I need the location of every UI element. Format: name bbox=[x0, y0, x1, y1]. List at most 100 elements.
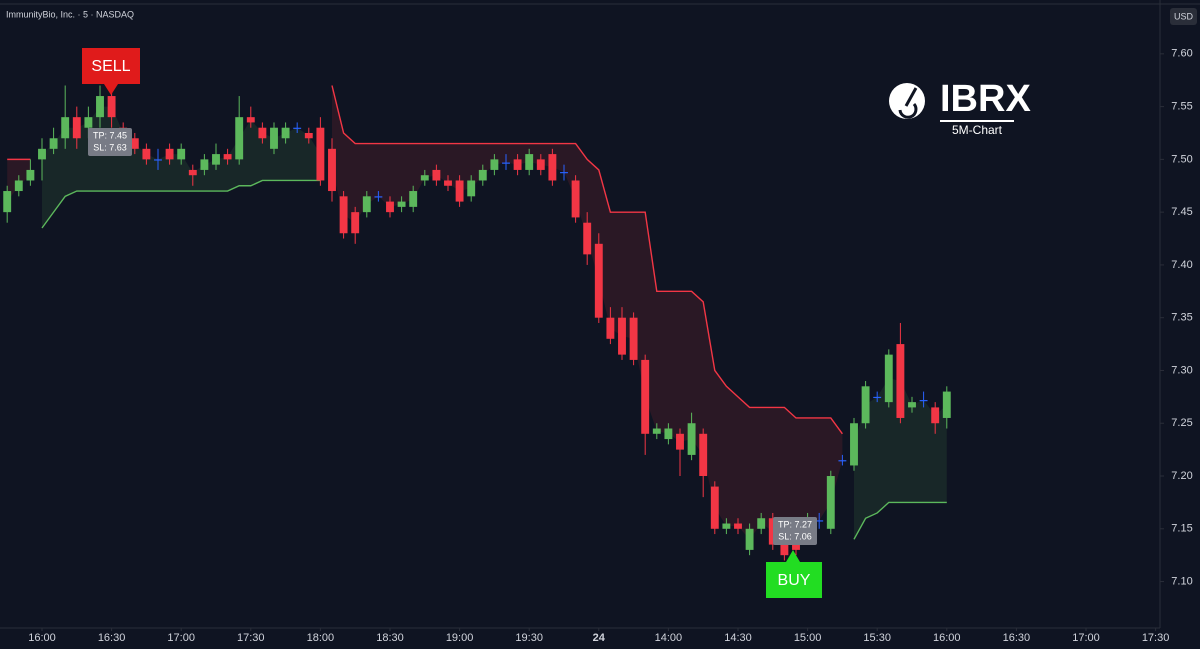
y-tick-label: 7.30 bbox=[1171, 364, 1192, 376]
candle-body bbox=[768, 518, 777, 545]
symbol-title: ImmunityBio, Inc. · 5 · NASDAQ bbox=[6, 9, 134, 19]
candle-body bbox=[513, 159, 522, 170]
candle-body bbox=[154, 159, 162, 161]
candle-body bbox=[896, 344, 905, 418]
candle-body bbox=[467, 180, 476, 197]
candle-body bbox=[455, 180, 464, 202]
candle-body bbox=[409, 191, 418, 207]
candle-body bbox=[223, 154, 232, 160]
x-tick-label: 17:00 bbox=[1072, 632, 1100, 644]
candle-body bbox=[432, 169, 441, 181]
y-tick-label: 7.60 bbox=[1171, 48, 1192, 60]
x-tick-label: 17:00 bbox=[167, 632, 195, 644]
plot-area: 7.10 7.15 7.20 7.25 7.30 7.35 7.40 7.45 7.50 7.55… bbox=[3, 48, 1193, 644]
candle-body bbox=[942, 391, 951, 418]
candle-body bbox=[560, 172, 568, 174]
y-tick-label: 7.45 bbox=[1171, 206, 1192, 218]
y-tick-label: 7.25 bbox=[1171, 417, 1192, 429]
x-tick-label: 18:00 bbox=[307, 632, 335, 644]
candle-body bbox=[339, 196, 348, 234]
buy-label: BUY bbox=[778, 572, 811, 589]
buy-tp-sl-box bbox=[773, 517, 817, 545]
candle-body bbox=[687, 423, 696, 455]
candle-body bbox=[270, 127, 278, 149]
candle-body bbox=[386, 201, 394, 213]
candle-body bbox=[664, 428, 673, 440]
candle-body bbox=[130, 138, 139, 149]
y-tick-label: 7.55 bbox=[1171, 101, 1192, 113]
x-tick-label: 14:30 bbox=[724, 632, 752, 644]
logo-glyph bbox=[898, 87, 918, 119]
candle-body bbox=[919, 400, 928, 402]
trend-fill bbox=[331, 85, 843, 548]
x-tick-label: 14:00 bbox=[655, 632, 683, 644]
candle-body bbox=[548, 154, 557, 181]
candle-body bbox=[281, 127, 290, 139]
candle-body bbox=[629, 317, 638, 360]
candle-body bbox=[246, 117, 255, 123]
sell-box bbox=[82, 48, 140, 84]
y-tick-label: 7.35 bbox=[1171, 312, 1192, 324]
candle-body bbox=[826, 476, 835, 529]
candle-body bbox=[780, 539, 789, 556]
x-tick-label: 16:30 bbox=[1003, 632, 1031, 644]
candle-body bbox=[931, 407, 940, 424]
y-tick-label: 7.20 bbox=[1171, 470, 1192, 482]
logo-subtitle: 5M-Chart bbox=[952, 123, 1003, 137]
x-tick-label: 15:30 bbox=[863, 632, 891, 644]
candle-body bbox=[351, 212, 360, 234]
candle-body bbox=[734, 523, 742, 529]
x-tick-label: 16:30 bbox=[98, 632, 126, 644]
candle-body bbox=[258, 127, 267, 139]
y-tick-label: 7.40 bbox=[1171, 259, 1192, 271]
x-tick-label: 17:30 bbox=[237, 632, 265, 644]
buy-box bbox=[766, 562, 822, 598]
candle-body bbox=[61, 117, 70, 139]
candle-body bbox=[594, 243, 603, 318]
candle-body bbox=[861, 386, 870, 424]
y-tick-label: 7.10 bbox=[1171, 575, 1192, 587]
candle-body bbox=[502, 162, 510, 164]
y-tick-label: 7.15 bbox=[1171, 523, 1192, 535]
candle-body bbox=[96, 96, 104, 118]
candle-body bbox=[757, 518, 766, 529]
candle-body bbox=[188, 169, 197, 176]
candle-body bbox=[316, 127, 325, 181]
candle-body bbox=[235, 117, 244, 160]
x-tick-label: 15:00 bbox=[794, 632, 822, 644]
sell-sl: SL: 7.63 bbox=[93, 142, 127, 152]
y-tick-label: 7.50 bbox=[1171, 153, 1192, 165]
trend-fill bbox=[853, 378, 947, 540]
x-tick-label: 18:30 bbox=[376, 632, 404, 644]
sell-tp-sl-box bbox=[88, 128, 132, 156]
candle-body bbox=[84, 117, 93, 128]
candle-body bbox=[490, 159, 499, 170]
candle-body bbox=[374, 196, 383, 198]
buy-tp: TP: 7.27 bbox=[778, 519, 812, 529]
candle-body bbox=[525, 154, 534, 170]
x-tick-label: 17:30 bbox=[1142, 632, 1170, 644]
candle-body bbox=[606, 317, 615, 339]
candle-body bbox=[397, 201, 406, 207]
x-tick-label: 24 bbox=[593, 632, 606, 644]
trend-fill bbox=[41, 106, 321, 228]
candle-body bbox=[444, 180, 452, 186]
candle-body bbox=[72, 117, 81, 139]
sell-pointer bbox=[104, 84, 118, 95]
logo-ticker: IBRX bbox=[940, 78, 1031, 120]
candle-body bbox=[49, 138, 58, 149]
candle-body bbox=[212, 154, 220, 165]
candle-body bbox=[328, 148, 336, 192]
sell-label: SELL bbox=[91, 58, 130, 75]
candle-body bbox=[14, 180, 23, 192]
candle-body bbox=[710, 486, 719, 529]
logo-icon bbox=[889, 83, 925, 119]
candle-body bbox=[177, 148, 186, 160]
candle-body bbox=[362, 196, 371, 213]
candle-body bbox=[304, 132, 313, 139]
buy-sl: SL: 7.06 bbox=[778, 531, 812, 541]
currency: USD bbox=[1174, 11, 1194, 21]
candle-body bbox=[676, 433, 684, 450]
buy-pointer bbox=[786, 550, 800, 562]
